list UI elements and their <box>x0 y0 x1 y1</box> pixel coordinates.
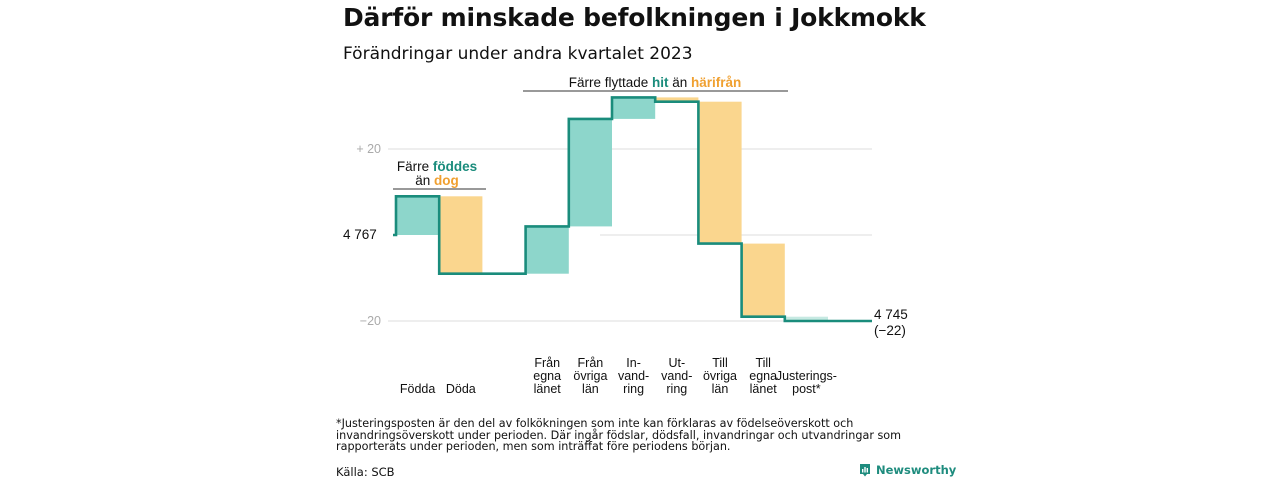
bar-invandring <box>612 97 656 119</box>
end-change-label: (−22) <box>874 323 906 338</box>
bars-group <box>396 97 828 321</box>
category-label: Till <box>712 356 728 370</box>
category-label: In- <box>626 356 641 370</box>
annotation-births-line1: Färre föddes <box>397 159 477 174</box>
newsworthy-logo-icon <box>860 464 870 477</box>
category-label: Till <box>755 356 771 370</box>
category-label: Födda <box>400 382 435 396</box>
annotation-span: Färre <box>397 159 433 174</box>
bar-tillövrigalän <box>698 101 742 244</box>
brand-name: Newsworthy <box>876 463 957 477</box>
annotation-moves: Färre flyttade hit än härifrån <box>569 75 742 90</box>
bar-utvandring <box>655 97 699 102</box>
annotation-span: föddes <box>433 159 477 174</box>
category-label: ring <box>666 382 687 396</box>
y-tick-label: −20 <box>360 314 381 328</box>
bar-tillegnalänet <box>741 243 785 317</box>
cumulative-line <box>393 96 872 323</box>
category-label: länet <box>750 382 778 396</box>
category-label: vand- <box>661 369 692 383</box>
category-label: Ut- <box>668 356 685 370</box>
category-label: övriga <box>703 369 737 383</box>
annotation-span: än <box>668 75 691 90</box>
chart-subtitle: Förändringar under andra kvartalet 2023 <box>343 44 693 64</box>
bar-födda <box>396 196 440 235</box>
y-tick-label: + 20 <box>356 142 381 156</box>
start-value-label: 4 767 <box>343 227 377 242</box>
category-label: Från <box>578 356 604 370</box>
brand-logo: Newsworthy <box>859 463 956 477</box>
chart-title: Därför minskade befolkningen i Jokkmokk <box>343 3 926 32</box>
category-label: Justerings- <box>776 369 837 383</box>
source-label: Källa: SCB <box>336 465 395 479</box>
category-label: egna <box>749 369 777 383</box>
footnote: *Justeringsposten är den del av folkökni… <box>336 417 902 453</box>
bar-justeringspost <box>784 316 828 321</box>
bar-frånövrigalän <box>568 118 612 227</box>
category-label: Döda <box>446 382 476 396</box>
annotation-span: dog <box>434 173 459 188</box>
category-label: länet <box>534 382 562 396</box>
category-label: Från <box>534 356 560 370</box>
annotation-births-line2: än dog <box>415 173 459 188</box>
category-label: län <box>712 382 729 396</box>
category-label: ring <box>623 382 644 396</box>
category-label: län <box>582 382 599 396</box>
category-label: post* <box>792 382 821 396</box>
annotation-span: Färre flyttade <box>569 75 652 90</box>
bar-frånegnalänet <box>525 226 569 274</box>
annotation-span: härifrån <box>691 75 741 90</box>
bar-döda <box>439 196 483 274</box>
annotation-span: hit <box>652 75 669 90</box>
category-label: vand- <box>618 369 649 383</box>
annotation-span: än <box>415 173 434 188</box>
end-value-label: 4 745 <box>874 307 908 322</box>
category-label: egna <box>533 369 561 383</box>
category-label: övriga <box>573 369 607 383</box>
